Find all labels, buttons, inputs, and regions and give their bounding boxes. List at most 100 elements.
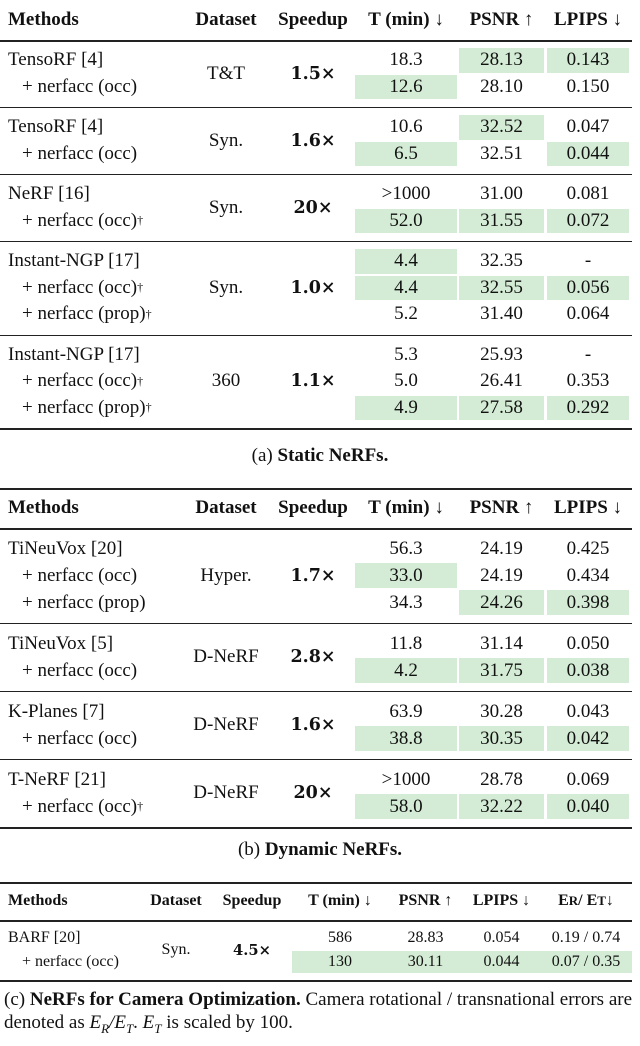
rule [0,920,632,922]
method-name: T-NeRF [21] [8,768,106,790]
method: TiNeuVox [20] [0,535,186,562]
speedup-value: 1.1× [290,371,336,392]
metric: 28.78 [480,768,523,790]
header-cell: LPIPS ↓ [553,9,623,30]
header-part: E [558,892,569,909]
metric: 0.042 [547,726,629,751]
metric: 5.0 [394,370,418,392]
method-name: + nerfacc (prop) [22,303,146,325]
metric: 0.150 [566,75,610,97]
header-cell: Dataset [195,497,257,518]
metric: 0.19 / 0.74 [551,929,621,946]
metric: 5.2 [394,303,418,325]
metric: 0.040 [547,794,629,819]
method-name: K-Planes [7] [8,700,105,722]
method: + nerfacc (occ) † [0,275,186,302]
method: + nerfacc (prop) † [0,301,186,328]
metric: 27.58 [459,395,544,420]
method: Instant-NGP [17] [0,248,186,275]
metric: 0.398 [547,590,629,615]
method-name: + nerfacc (occ) [22,795,138,817]
method-name: TiNeuVox [5] [8,632,114,654]
method-name: + nerfacc (occ) [22,727,138,749]
method-name: + nerfacc (prop) [22,591,146,613]
footnote-mark: † [145,306,152,321]
metric: 26.41 [480,370,523,392]
footnote-mark: † [137,213,144,228]
method: BARF [20] [0,926,142,950]
dataset: Syn. [208,276,244,298]
metric: 28.83 [407,929,444,946]
dataset: Hyper. [200,564,252,586]
caption-part: (a) [251,445,278,466]
method-name: + nerfacc (occ) [22,953,119,970]
speedup: 2.8× [268,623,358,691]
caption-part: Dynamic NeRFs. [264,839,403,860]
method-name: TensoRF [4] [8,49,104,71]
header-cell: LPIPS ↓ [553,497,623,518]
metric: 31.75 [459,658,544,683]
metric: 12.6 [355,74,457,99]
metric: 4.4 [355,275,457,300]
method: + nerfacc (occ) † [0,368,186,395]
rule [0,334,632,336]
metric: 586 [328,929,352,946]
metric: - [584,343,592,365]
speedup: 1.1× [268,335,358,429]
metric: 0.353 [566,370,610,392]
method-name: + nerfacc (occ) [22,209,138,231]
dataset: D-NeRF [193,646,259,667]
speedup: 1.5× [268,40,358,107]
header-cell: T (min) ↓ [308,892,372,909]
rule [0,107,632,108]
method: Instant-NGP [17] [0,342,186,369]
metric: 0.044 [547,141,629,166]
dataset: 360 [211,370,241,392]
method-name: + nerfacc (prop) [22,396,146,418]
footnote-mark: † [137,799,144,813]
rule [0,691,632,692]
metric: 30.35 [459,726,544,751]
header-cell: T (min) ↓ [368,497,444,518]
metric: 31.14 [480,632,523,654]
metric: 6.5 [355,141,457,166]
method: NeRF [16] [0,181,186,208]
header-cell: Speedup [222,892,282,909]
metric: 32.51 [480,142,523,164]
metric: 34.3 [389,591,423,613]
rule [0,827,632,829]
rule [0,882,632,884]
metric: 38.8 [355,726,457,751]
header-cell: T (min) ↓ [368,9,444,30]
rule [0,488,632,490]
metric: 30.11 [388,951,463,973]
metric: 0.434 [566,564,610,586]
caption: (a) Static NeRFs. [0,444,640,467]
dataset: T&T [207,62,245,84]
metric: 24.19 [480,564,523,586]
footnote-mark: † [137,373,144,388]
method-name: + nerfacc (occ) [22,659,138,681]
metric: 52.0 [355,208,457,233]
metric: 31.00 [480,183,523,205]
rule [0,759,632,760]
metric: 0.07 / 0.35 [540,951,632,973]
metric: 10.6 [389,116,423,138]
method: + nerfacc (occ) [0,657,186,684]
speedup: 1.7× [268,528,358,623]
metric: 56.3 [389,537,423,559]
header-cell: LPIPS ↓ [472,892,531,909]
method: + nerfacc (occ) [0,141,186,168]
method: TiNeuVox [5] [0,630,186,657]
speedup: 20× [268,174,358,241]
metric: 0.044 [463,951,540,973]
metric: 0.069 [566,768,610,790]
metric: 0.081 [566,183,610,205]
caption-part: E [89,1012,102,1033]
metric: 58.0 [355,794,457,819]
method: + nerfacc (occ) † [0,793,186,820]
header-cell: Dataset [195,9,257,30]
method-name: Instant-NGP [17] [8,343,140,365]
speedup: 1.6× [268,691,358,759]
